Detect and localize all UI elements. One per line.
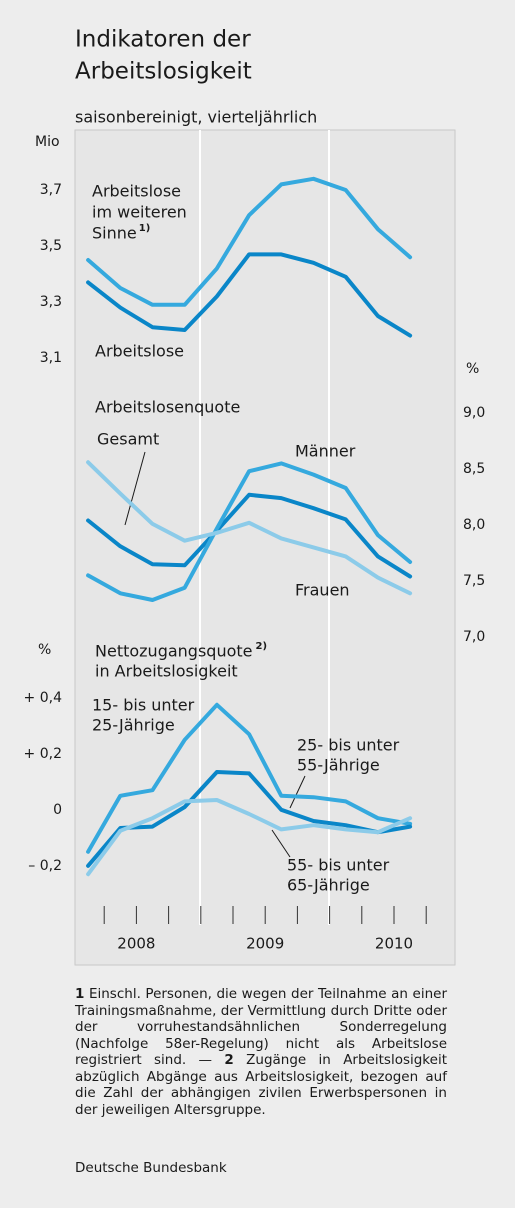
series-line [86,492,413,579]
y-unit: % [38,642,51,658]
footnote-marker: 2 [224,1052,234,1068]
series-label: Arbeitslose [92,182,181,201]
footnote-ref: 2) [255,641,267,652]
x-tick-label: 2009 [246,935,284,953]
y-tick-label: 7,5 [463,573,485,589]
series-label: 25-Jährige [92,716,175,735]
y-tick-label: 9,0 [463,405,485,421]
series-line [86,798,413,877]
y-tick-label: 3,1 [40,350,62,366]
series-label: Frauen [295,581,350,600]
x-tick-label: 2010 [375,935,413,953]
series-label: im weiteren [92,203,187,222]
subtitle: saisonbereinigt, vierteljährlich [75,108,317,127]
series-label: Arbeitslose [95,342,184,361]
series-label: Männer [295,442,356,461]
y-tick-label: 8,0 [463,517,485,533]
y-tick-label: 3,3 [40,294,62,310]
y-unit: % [466,361,479,377]
y-tick-label: 3,7 [40,182,62,198]
y-unit: Mio [35,134,60,150]
panel-title: Nettozugangsquote [95,642,252,661]
y-tick-label: – 0,2 [28,858,62,874]
y-tick-label: + 0,4 [24,690,63,706]
footnote-text: Einschl. Personen, die wegen der Teilnah… [75,986,447,1068]
series-label: Gesamt [97,430,159,449]
series-label: 25- bis unter [297,736,400,755]
series-label: 55- bis unter [287,856,390,875]
y-tick-label: + 0,2 [24,746,62,762]
footnote-marker: 1 [75,986,85,1002]
footnote-ref: 1) [139,223,151,234]
series-label: 65-Jährige [287,876,370,895]
x-tick-label: 2008 [117,935,155,953]
title: Indikatoren der [75,27,251,53]
title: Arbeitslosigkeit [75,59,252,85]
y-tick-label: 7,0 [463,629,485,645]
y-tick-label: 0 [53,802,62,818]
y-tick-label: 8,5 [463,461,485,477]
panel-title: in Arbeitslosigkeit [95,662,238,681]
source: Deutsche Bundesbank [75,1160,227,1176]
panel-title: Arbeitslosenquote [95,398,240,417]
footnotes: 1 Einschl. Personen, die wegen der Teiln… [75,986,447,1118]
chart: Indikatoren der Arbeitslosigkeit saisonb… [24,27,485,966]
y-tick-label: 3,5 [40,238,62,254]
leader-line [271,829,291,858]
series-line [86,460,413,596]
series-label: Sinne [92,224,137,243]
series-line [86,770,413,868]
series-line [86,702,413,854]
series-line [86,461,413,602]
series-label: 55-Jährige [297,756,380,775]
series-label: 15- bis unter [92,696,195,715]
leader-line [289,775,306,809]
series-line [86,176,413,307]
series-line [86,252,413,338]
footnote-text: Zugänge in Arbeitslosigkeit abzüglich Ab… [75,1052,447,1118]
leader-line [124,451,146,526]
